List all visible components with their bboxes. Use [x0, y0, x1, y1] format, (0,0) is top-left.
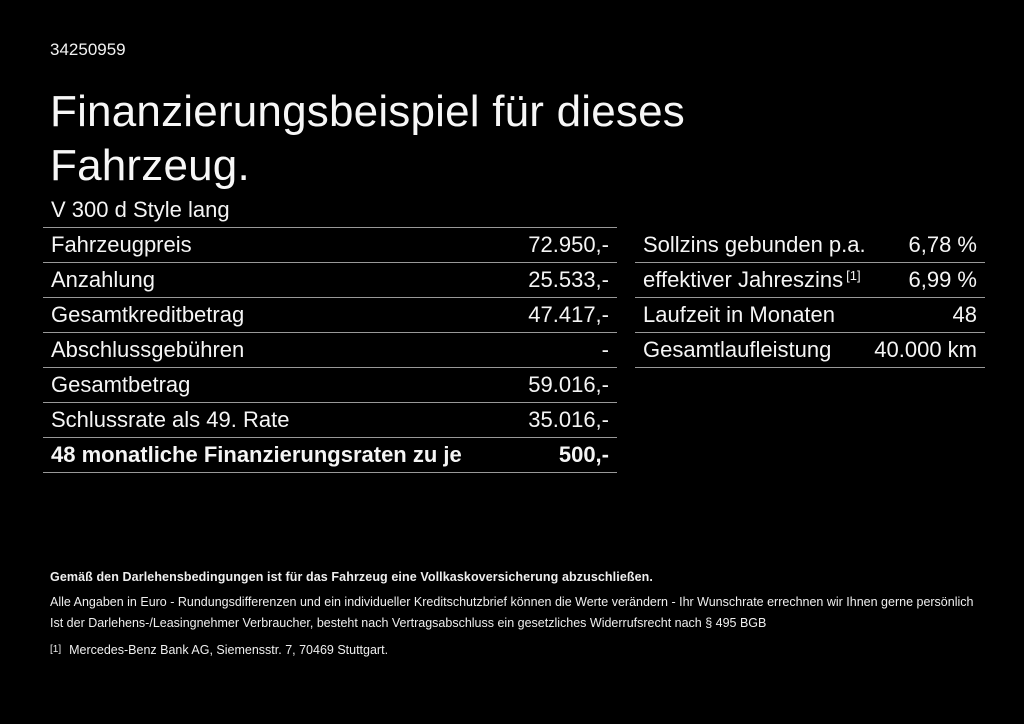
insurance-requirement-note: Gemäß den Darlehensbedingungen ist für d… [50, 570, 653, 584]
row-value: 40.000 km [874, 337, 977, 362]
table-row-fahrzeugpreis: Fahrzeugpreis 72.950,- [43, 228, 617, 263]
table-row-laufzeit: Laufzeit in Monaten 48 [635, 298, 985, 333]
row-value: 48 [952, 302, 977, 327]
row-label: Sollzins gebunden p.a. [643, 232, 866, 257]
row-label: effektiver Jahreszins [1] [643, 267, 861, 293]
row-label: Gesamtlaufleistung [643, 337, 832, 362]
footnote-reference-marker: [1] [846, 268, 861, 283]
table-row-gesamtkreditbetrag: Gesamtkreditbetrag 47.417,- [43, 298, 617, 333]
finance-tables: V 300 d Style lang Fahrzeugpreis 72.950,… [43, 193, 985, 473]
table-row-effektiver-jahreszins: effektiver Jahreszins [1] 6,99 % [635, 263, 985, 298]
row-label: Gesamtbetrag [51, 372, 191, 397]
row-value: 6,99 % [908, 267, 978, 292]
row-value: 47.417,- [528, 302, 609, 327]
finance-table: V 300 d Style lang Fahrzeugpreis 72.950,… [43, 193, 617, 473]
table-row-schlussrate: Schlussrate als 49. Rate 35.016,- [43, 403, 617, 438]
footnote-marker: [1] [50, 644, 62, 655]
table-row-sollzins: Sollzins gebunden p.a. 6,78 % [635, 228, 985, 263]
row-label-text: effektiver Jahreszins [643, 267, 844, 292]
bank-footnote: [1] Mercedes-Benz Bank AG, Siemensstr. 7,… [50, 643, 985, 659]
page-title-line1: Finanzierungsbeispiel für dieses [50, 87, 685, 136]
vehicle-listing-id: 34250959 [50, 40, 126, 59]
row-label: Fahrzeugpreis [51, 232, 192, 257]
table-row-anzahlung: Anzahlung 25.533,- [43, 263, 617, 298]
table-row-abschlussgebuehren: Abschlussgebühren - [43, 333, 617, 368]
table-row-monatsrate: 48 monatliche Finanzierungsraten zu je 5… [43, 438, 617, 473]
row-value: 35.016,- [528, 407, 609, 432]
row-value: 25.533,- [528, 267, 609, 292]
row-value: 72.950,- [528, 232, 609, 257]
footnote-text: Mercedes-Benz Bank AG, Siemensstr. 7, 70… [69, 643, 389, 657]
row-value: 500,- [558, 442, 609, 467]
row-value: 6,78 % [908, 232, 978, 257]
page-title: Finanzierungsbeispiel für dieses Fahrzeu… [50, 85, 985, 193]
row-label: Laufzeit in Monaten [643, 302, 836, 327]
model-name-row: V 300 d Style lang [43, 193, 617, 228]
disclaimer-line-2: Ist der Darlehens-/Leasingnehmer Verbrau… [50, 616, 767, 630]
row-label: 48 monatliche Finanzierungsraten zu je [51, 442, 462, 467]
row-label: Abschlussgebühren [51, 337, 245, 362]
page-title-line2: Fahrzeug. [50, 141, 250, 190]
fine-print: Gemäß den Darlehensbedingungen ist für d… [50, 570, 985, 659]
row-label: Anzahlung [51, 267, 155, 292]
conditions-table: Sollzins gebunden p.a. 6,78 % effektiver… [635, 228, 985, 368]
model-name: V 300 d Style lang [51, 197, 230, 222]
table-row-gesamtlaufleistung: Gesamtlaufleistung 40.000 km [635, 333, 985, 368]
row-value: - [601, 337, 609, 362]
table-row-gesamtbetrag: Gesamtbetrag 59.016,- [43, 368, 617, 403]
row-value: 59.016,- [528, 372, 609, 397]
row-label: Gesamtkreditbetrag [51, 302, 245, 327]
row-label: Schlussrate als 49. Rate [51, 407, 290, 432]
finance-example-page: 34250959 Finanzierungsbeispiel für diese… [43, 40, 985, 659]
disclaimer-line-1: Alle Angaben in Euro - Rundungsdifferenz… [50, 595, 974, 609]
